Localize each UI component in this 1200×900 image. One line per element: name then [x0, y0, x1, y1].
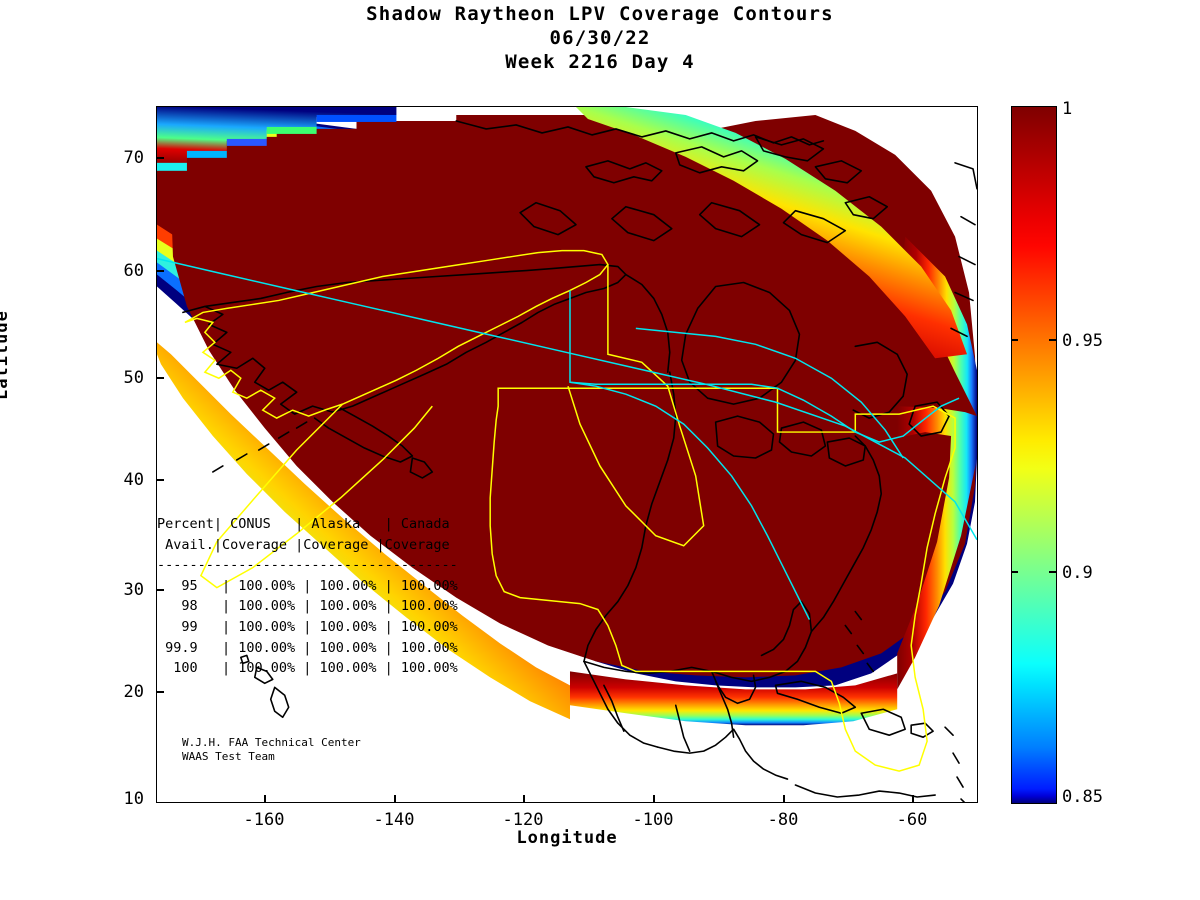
ytick-10: 10	[123, 789, 144, 809]
coverage-map-plot	[156, 106, 978, 803]
ytick-40: 40	[123, 470, 144, 490]
title-week-day: Week 2216 Day 4	[505, 51, 695, 73]
credit-text: W.J.H. FAA Technical Center WAAS Test Te…	[182, 736, 361, 763]
falloff-band-northwest	[157, 107, 397, 171]
xtick-mark-minus120	[523, 795, 525, 803]
xtick-minus60: -60	[896, 810, 928, 830]
falloff-band-south	[569, 671, 898, 726]
title-block: Shadow Raytheon LPV Coverage Contours 06…	[0, 2, 1200, 74]
y-axis-label: Latitude	[0, 310, 12, 400]
xtick-minus120: -120	[502, 810, 544, 830]
xtick-mark-minus140	[394, 795, 396, 803]
falloff-band-southwest	[157, 342, 570, 720]
colorbar-tick-0p85: 0.85	[1062, 787, 1103, 807]
title-date: 06/30/22	[549, 27, 651, 49]
colorbar-gradient	[1012, 107, 1056, 803]
xtick-minus100: -100	[632, 810, 674, 830]
stats-header-row-2: Avail.|Coverage |Coverage |Coverage	[157, 536, 450, 553]
coverage-contour-layer	[157, 107, 977, 688]
ytick-mark-50	[156, 377, 164, 379]
colorbar-mark-right-0p9	[1049, 571, 1056, 573]
xtick-mark-minus100	[653, 795, 655, 803]
colorbar-mark-right-0p95	[1049, 339, 1056, 341]
colorbar-tick-1: 1	[1062, 99, 1073, 119]
x-axis-label: Longitude	[516, 828, 618, 848]
xtick-minus160: -160	[243, 810, 285, 830]
xtick-mark-minus80	[783, 795, 785, 803]
ytick-20: 20	[123, 682, 144, 702]
ytick-70: 70	[123, 148, 144, 168]
map-svg	[157, 107, 977, 802]
ytick-50: 50	[123, 368, 144, 388]
ytick-mark-60	[156, 270, 164, 272]
coverage-core-mass	[170, 114, 977, 678]
colorbar-tick-0p9: 0.9	[1062, 563, 1093, 583]
conus-service-volume-boundary	[184, 249, 956, 772]
falloff-band-north	[575, 107, 968, 359]
xtick-minus140: -140	[373, 810, 415, 830]
ytick-mark-70	[156, 157, 164, 159]
ytick-mark-20	[156, 691, 164, 693]
ytick-mark-30	[156, 589, 164, 591]
canada-service-volume-boundary	[157, 257, 977, 620]
stats-rows: 95 | 100.00% | 100.00% | 100.00% 98 | 10…	[165, 577, 458, 677]
ytick-mark-40	[156, 479, 164, 481]
colorbar-mark-left-0p9	[1011, 571, 1018, 573]
stats-header-row-1: Percent| CONUS | Alaska | Canada	[157, 516, 450, 532]
coverage-stats-table: Percent| CONUS | Alaska | Canada Avail.|…	[157, 514, 458, 679]
page-title: Shadow Raytheon LPV Coverage Contours	[366, 3, 834, 25]
xtick-mark-minus60	[912, 795, 914, 803]
xtick-mark-minus160	[264, 795, 266, 803]
colorbar	[1011, 106, 1057, 804]
ytick-30: 30	[123, 580, 144, 600]
ytick-60: 60	[123, 261, 144, 281]
stats-divider: -------------------------------------	[157, 557, 458, 574]
colorbar-tick-0p95: 0.95	[1062, 331, 1103, 351]
xtick-minus80: -80	[767, 810, 799, 830]
colorbar-mark-left-0p95	[1011, 339, 1018, 341]
